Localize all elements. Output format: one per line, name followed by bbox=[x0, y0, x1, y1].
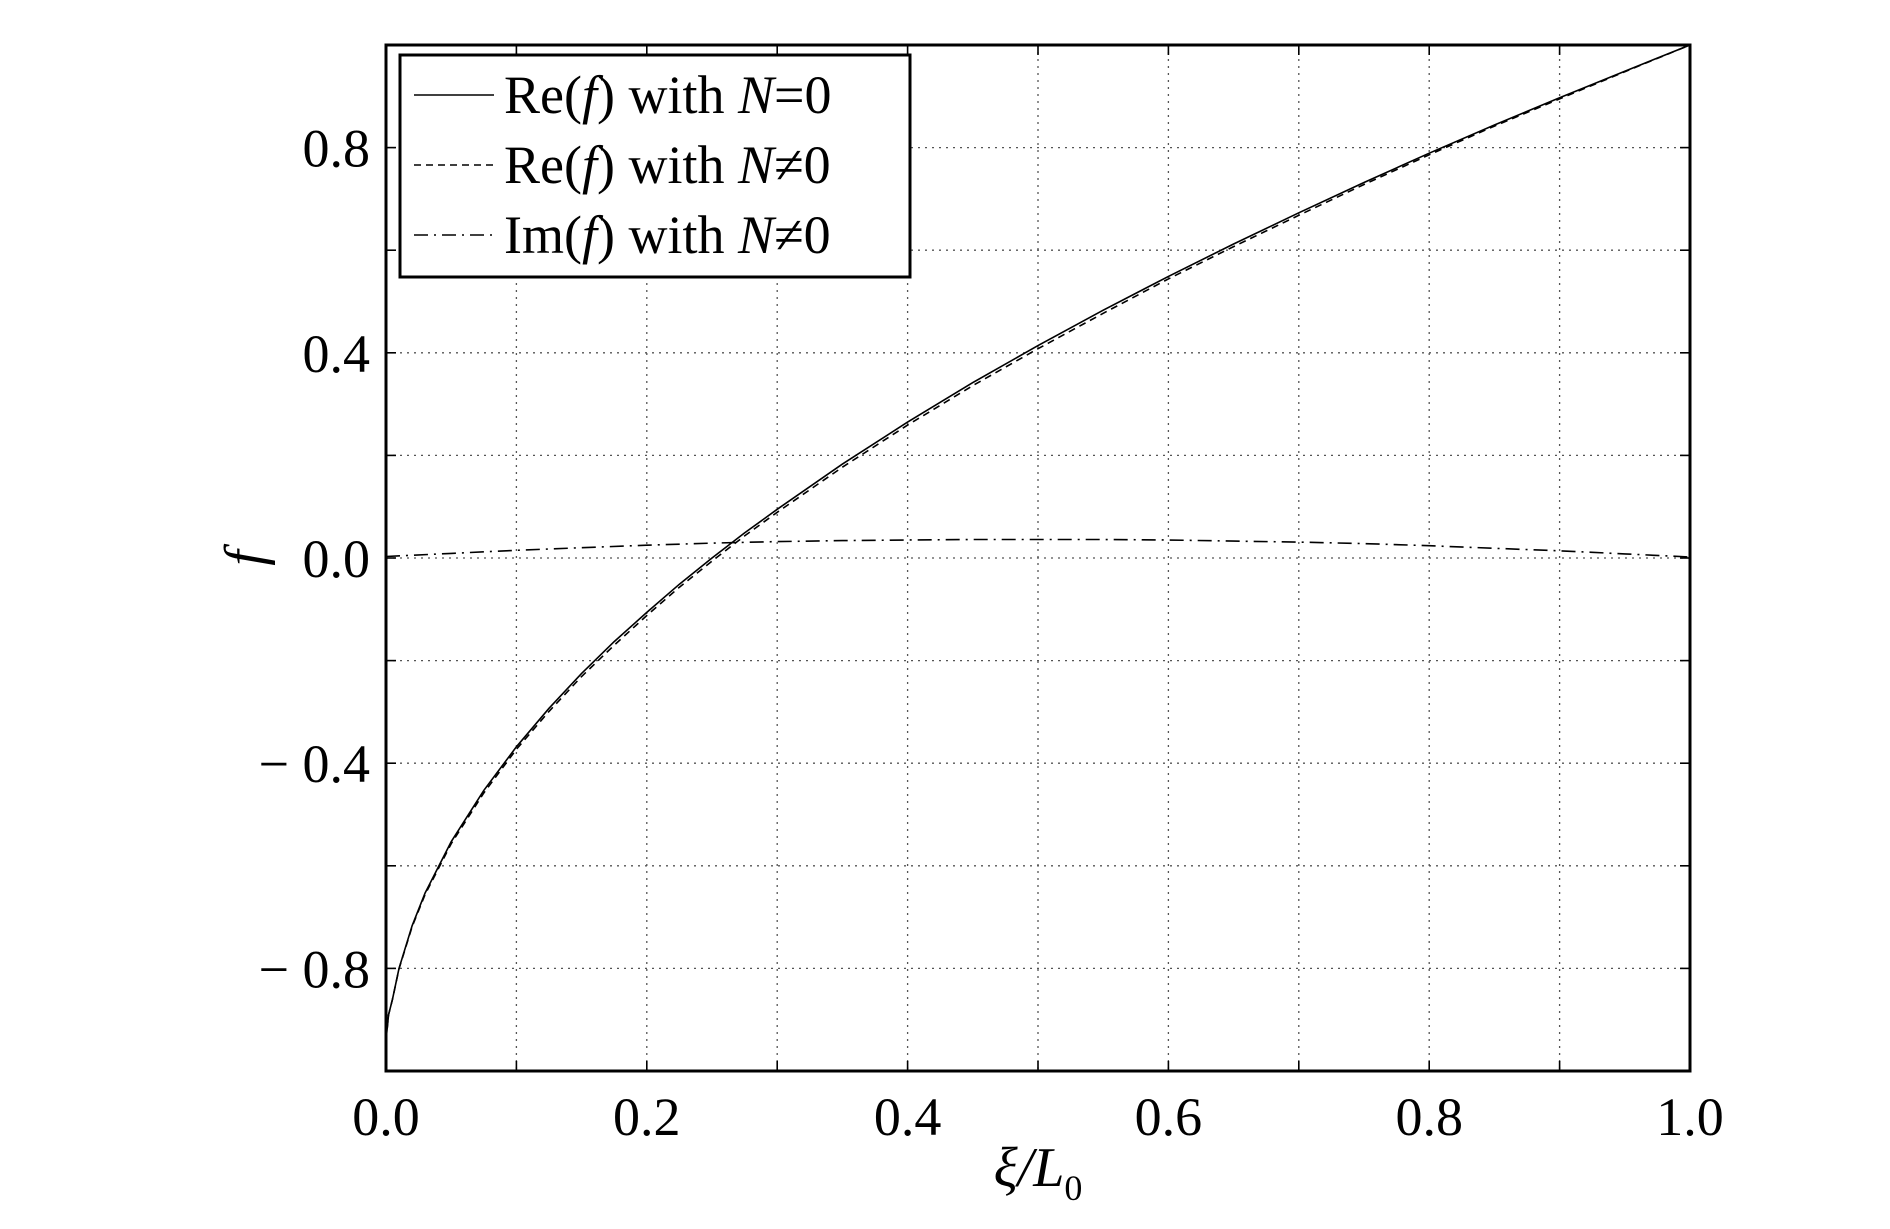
x-tick-label: 0.4 bbox=[874, 1087, 942, 1147]
series-line-3 bbox=[385, 538, 1691, 558]
legend-label-part: Re( bbox=[504, 135, 582, 195]
x-tick-label: 0.2 bbox=[613, 1087, 681, 1147]
x-tick-labels: 0.0 0.2 0.4 0.6 0.8 1.0 bbox=[352, 1087, 1724, 1147]
legend-label-2: Re(f) with N≠0 bbox=[504, 135, 831, 195]
legend-box bbox=[398, 53, 912, 279]
legend-label-part: ) with bbox=[597, 205, 738, 265]
legend-label-part: ) with bbox=[597, 65, 738, 125]
legend-label-part: =0 bbox=[774, 65, 831, 125]
series-lines bbox=[385, 44, 1691, 1041]
legend-label-3: Im(f) with N≠0 bbox=[504, 205, 831, 265]
y-tick-label: 0.4 bbox=[303, 324, 371, 384]
legend-label-part: ) with bbox=[597, 135, 738, 195]
plot-frame bbox=[384, 43, 1692, 1073]
legend-label-part: N bbox=[737, 65, 777, 125]
legend-label-1: Re(f) with N=0 bbox=[504, 65, 831, 125]
series-line-2 bbox=[385, 44, 1691, 1041]
legend-label-part: Re( bbox=[504, 65, 582, 125]
y-tick-label: 0.0 bbox=[303, 529, 371, 589]
x-tick-label: 0.0 bbox=[352, 1087, 420, 1147]
x-axis-label-main: ξ/L bbox=[994, 1137, 1065, 1199]
series-line-1 bbox=[385, 44, 1691, 1041]
y-tick-label: − 0.4 bbox=[259, 734, 370, 794]
legend-label-part: N bbox=[737, 135, 777, 195]
x-axis-label: ξ/L0 bbox=[994, 1137, 1083, 1208]
legend-label-part: Im( bbox=[504, 205, 582, 265]
x-tick-label: 1.0 bbox=[1656, 1087, 1724, 1147]
y-tick-labels: 0.8 0.4 0.0 − 0.4 − 0.8 bbox=[259, 119, 370, 1000]
legend-label-part: ≠0 bbox=[774, 205, 831, 265]
y-tick-label: 0.8 bbox=[303, 119, 371, 179]
legend: Re(f) with N=0 Re(f) with N≠0 Im(f) with N… bbox=[398, 53, 912, 279]
x-tick-label: 0.8 bbox=[1395, 1087, 1463, 1147]
x-tick-label: 0.6 bbox=[1135, 1087, 1203, 1147]
x-axis-label-subscript: 0 bbox=[1064, 1168, 1082, 1208]
legend-label-part: N bbox=[737, 205, 777, 265]
grid bbox=[385, 45, 1691, 1071]
y-tick-label: − 0.8 bbox=[259, 939, 370, 999]
legend-label-part: ≠0 bbox=[774, 135, 831, 195]
